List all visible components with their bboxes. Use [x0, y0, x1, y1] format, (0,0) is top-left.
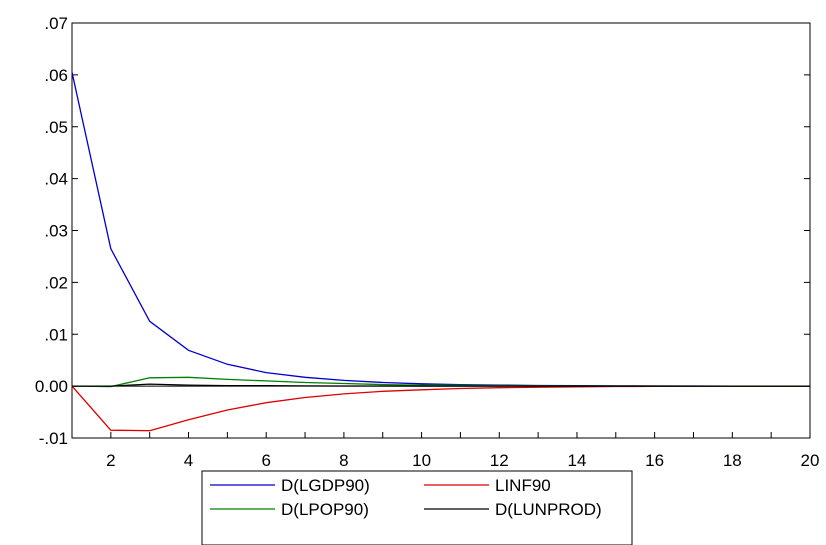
y-tick-label: .04 — [44, 170, 68, 189]
y-tick-label: .03 — [44, 222, 68, 241]
legend-label-d-lunprod: D(LUNPROD) — [495, 500, 602, 519]
y-tick-label: .06 — [44, 66, 68, 85]
y-tick-label: 0.00 — [35, 377, 68, 396]
y-tick-label: .02 — [44, 273, 68, 292]
x-tick-label: 4 — [184, 451, 193, 470]
plot-frame — [71, 22, 811, 439]
x-tick-label: 20 — [801, 451, 820, 470]
x-tick-label: 14 — [567, 451, 586, 470]
x-tick-label: 2 — [106, 451, 115, 470]
legend-label-d-lpop90: D(LPOP90) — [281, 500, 369, 519]
y-tick-label: .01 — [44, 325, 68, 344]
series-line-d-lgdp90 — [71, 72, 810, 387]
series-line-linf90 — [71, 385, 811, 432]
series-line-d-lunprod — [72, 383, 810, 387]
x-tick-label: 16 — [645, 451, 664, 470]
legend-box — [201, 470, 633, 545]
y-tick-label: .05 — [44, 118, 68, 137]
y-tick-label: .07 — [44, 14, 68, 33]
legend: D(LGDP90) LINF90 D(LPOP90) D(LUNPROD) — [201, 470, 633, 545]
x-tick-label: 6 — [261, 451, 270, 470]
legend-label-linf90: LINF90 — [495, 476, 551, 495]
x-tick-label: 12 — [490, 451, 509, 470]
x-tick-label: 18 — [723, 451, 742, 470]
legend-label-d-lgdp90: D(LGDP90) — [281, 476, 370, 495]
x-tick-label: 10 — [412, 451, 431, 470]
x-tick-label: 8 — [339, 451, 348, 470]
y-tick-label: -.01 — [39, 429, 68, 448]
